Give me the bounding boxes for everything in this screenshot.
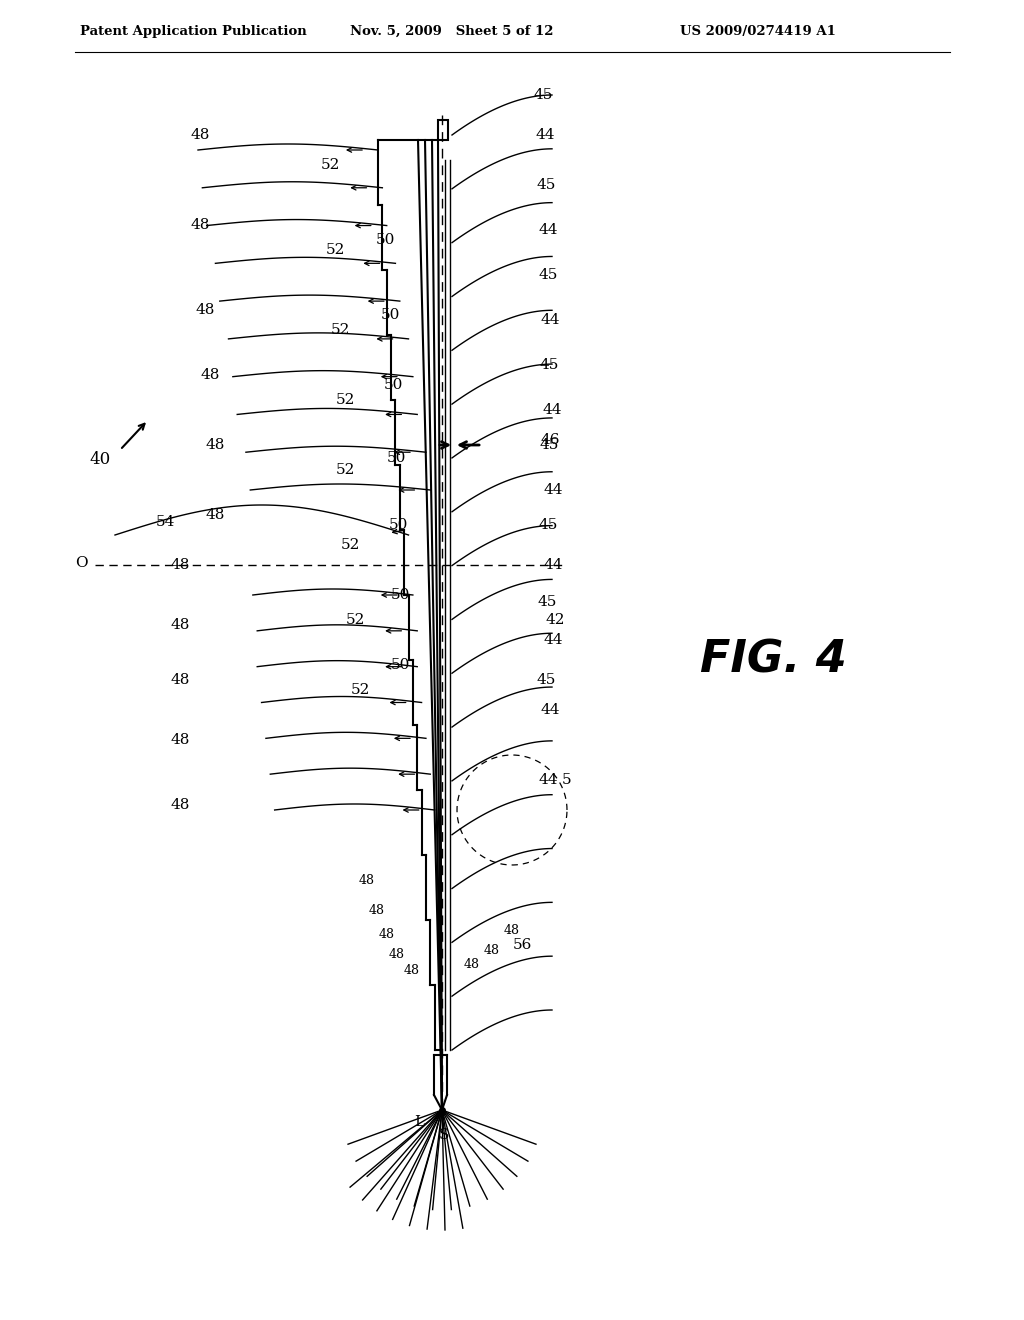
Text: 54: 54 (156, 515, 175, 529)
Text: 48: 48 (170, 733, 189, 747)
Text: 45: 45 (539, 268, 558, 282)
Text: 48: 48 (404, 964, 420, 977)
Text: 50: 50 (376, 234, 394, 247)
Text: 48: 48 (379, 928, 395, 941)
Bar (438, 120, 449, 140)
Text: 48: 48 (359, 874, 375, 887)
Text: 48: 48 (369, 903, 385, 916)
Text: 48: 48 (464, 958, 480, 972)
Text: 52: 52 (335, 463, 354, 477)
Text: 48: 48 (196, 304, 215, 317)
Text: L: L (414, 1115, 424, 1129)
Text: 45: 45 (534, 88, 553, 102)
Text: 48: 48 (170, 673, 189, 686)
Text: 52: 52 (340, 539, 359, 552)
Text: 48: 48 (504, 924, 520, 936)
Text: 44: 44 (544, 483, 563, 498)
Text: 52: 52 (335, 393, 354, 407)
Text: 50: 50 (388, 517, 408, 532)
Text: 44: 44 (544, 558, 563, 572)
Text: 42: 42 (545, 612, 565, 627)
Text: 50: 50 (386, 451, 406, 465)
Text: Patent Application Publication: Patent Application Publication (80, 25, 307, 38)
Text: 45: 45 (537, 673, 556, 686)
Text: 52: 52 (331, 323, 349, 337)
Text: S: S (439, 1129, 450, 1142)
Text: 48: 48 (201, 368, 220, 381)
Text: 48: 48 (170, 799, 189, 812)
Text: 48: 48 (206, 438, 224, 451)
Text: 52: 52 (350, 682, 370, 697)
Text: 46: 46 (541, 433, 560, 447)
Text: 44: 44 (536, 128, 555, 143)
Text: 52: 52 (345, 612, 365, 627)
Text: 48: 48 (206, 508, 224, 521)
Text: 44: 44 (541, 313, 560, 327)
Text: 50: 50 (380, 308, 399, 322)
Text: 5: 5 (562, 774, 571, 787)
Text: 48: 48 (389, 949, 406, 961)
Text: 50: 50 (390, 657, 410, 672)
Text: 45: 45 (537, 178, 556, 191)
Text: 56: 56 (512, 939, 531, 952)
Text: 48: 48 (190, 218, 210, 232)
Text: 48: 48 (170, 618, 189, 632)
Text: 48: 48 (190, 128, 210, 143)
Text: 50: 50 (390, 587, 410, 602)
Text: 45: 45 (540, 358, 559, 372)
Text: 45: 45 (539, 517, 558, 532)
Text: 48: 48 (170, 558, 189, 572)
Text: 44: 44 (539, 223, 558, 238)
Text: Nov. 5, 2009   Sheet 5 of 12: Nov. 5, 2009 Sheet 5 of 12 (350, 25, 554, 38)
Text: 52: 52 (321, 158, 340, 172)
Text: 44: 44 (543, 403, 562, 417)
Text: 45: 45 (538, 595, 557, 609)
Text: US 2009/0274419 A1: US 2009/0274419 A1 (680, 25, 836, 38)
Text: O: O (76, 556, 88, 570)
Text: 48: 48 (484, 944, 500, 957)
Text: 52: 52 (326, 243, 345, 257)
Text: FIG. 4: FIG. 4 (700, 639, 847, 681)
Text: 44: 44 (539, 774, 558, 787)
Text: 50: 50 (383, 378, 402, 392)
Text: 44: 44 (541, 704, 560, 717)
Text: 44: 44 (544, 634, 563, 647)
Text: 45: 45 (540, 438, 559, 451)
Text: 40: 40 (89, 451, 111, 469)
